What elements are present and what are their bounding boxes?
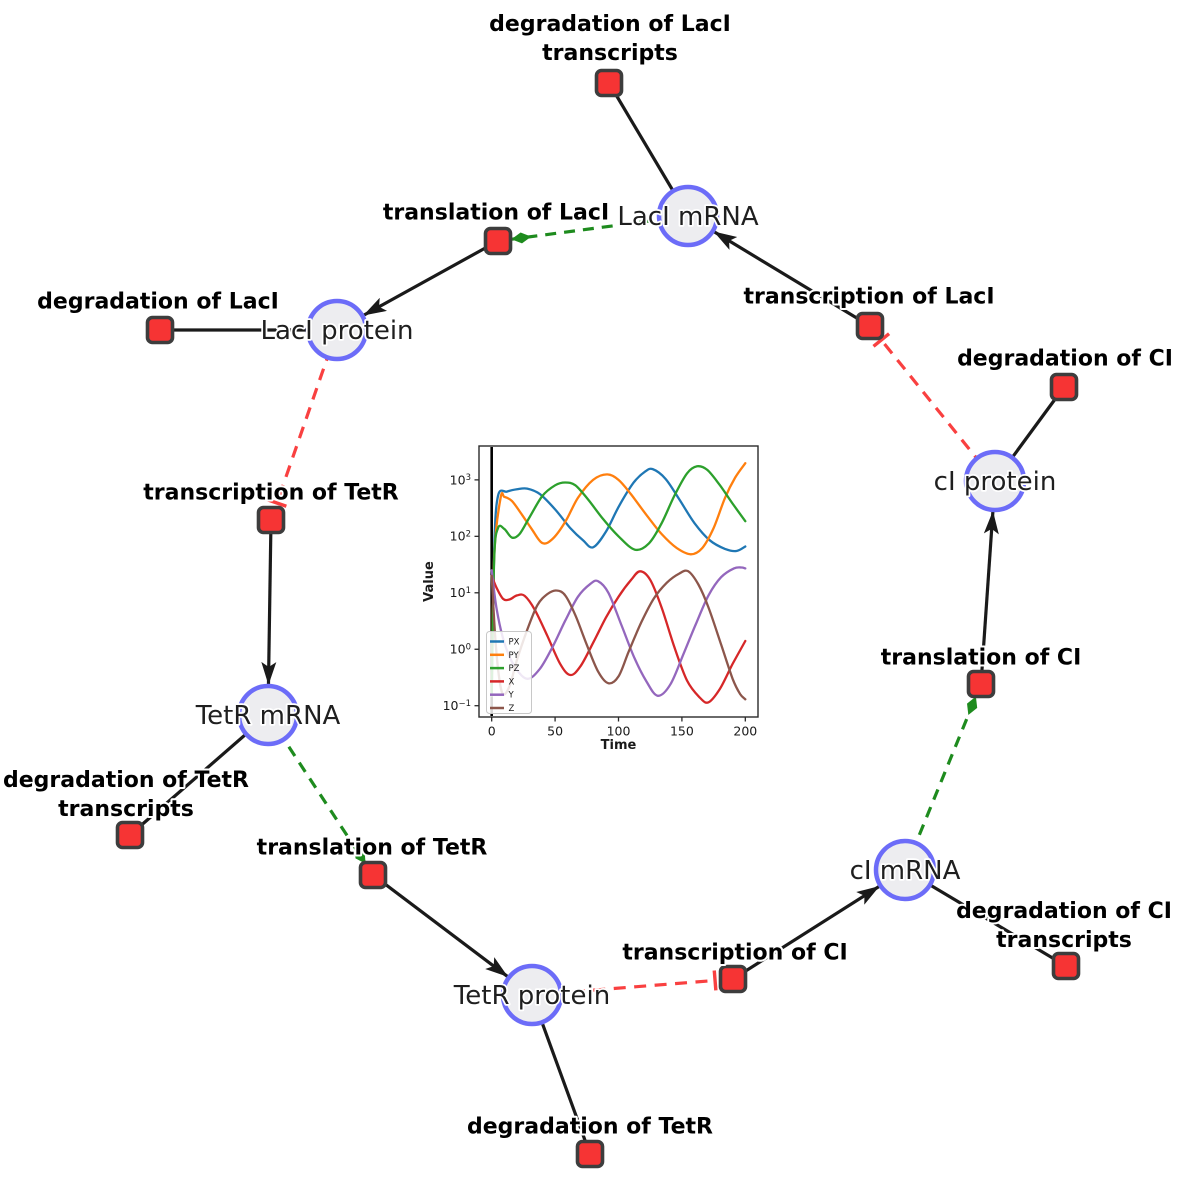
y-tick-exponent: −1 [458, 699, 471, 709]
y-tick-label: 10−1 [443, 698, 471, 713]
reaction-label-degradation-tetr: degradation of TetR [467, 1115, 713, 1140]
reaction-label-transcription-laci: transcription of LacI [743, 285, 994, 310]
y-tick-exponent: 1 [466, 586, 471, 596]
reaction-node-degradation-laci-transcripts [594, 68, 624, 98]
y-tick-base: 10 [450, 642, 466, 657]
species-node-ci-mrna [873, 838, 937, 902]
reaction-label-degradation-tetr-transcripts-line1: degradation of TetR [3, 768, 249, 793]
species-node-laci-protein [305, 298, 369, 362]
legend-entry-x: X [509, 677, 515, 687]
reaction-node-transcription-ci [718, 964, 748, 994]
series-line-x [490, 570, 747, 704]
reaction-label-degradation-laci: degradation of LacI [37, 290, 279, 315]
edge-production-transcription-tetr-to-tetr-mrna [261, 519, 277, 686]
edge-production-transcription-laci-to-laci-mrna [713, 230, 871, 328]
species-label-ci-protein: cI protein [934, 467, 1057, 497]
x-tick-label: 0 [488, 723, 496, 738]
legend-entry-px: PX [509, 637, 520, 647]
series-line-pz [490, 465, 747, 697]
reaction-node-translation-ci [966, 669, 996, 699]
y-tick-label: 100 [450, 642, 471, 657]
reaction-node-transcription-laci [855, 311, 885, 341]
reaction-node-degradation-laci [145, 315, 175, 345]
y-tick-base: 10 [450, 529, 466, 544]
x-tick-label: 50 [547, 723, 563, 738]
reaction-label-degradation-tetr-transcripts-line2: transcripts [58, 797, 194, 822]
y-tick-base: 10 [443, 698, 459, 713]
legend-entry-pz: PZ [509, 664, 520, 674]
reaction-label-degradation-ci: degradation of CI [957, 347, 1173, 372]
x-tick-label: 150 [670, 723, 694, 738]
value-axis-label: Value [422, 561, 437, 602]
reaction-label-translation-ci: translation of CI [881, 646, 1082, 671]
legend-box [486, 631, 532, 714]
species-node-tetr-protein [500, 963, 564, 1027]
edge-production-translation-ci-to-ci-protein [979, 510, 999, 685]
species-label-tetr-protein: TetR protein [453, 981, 610, 1011]
y-tick-label: 101 [450, 585, 471, 600]
inset-chart: 0 50 100 150 20010−1100101102103TimeValuePXP… [422, 445, 759, 753]
edge-modifier-ci-mrna-to-translation-ci [903, 696, 978, 871]
time-axis-label: Time [601, 738, 637, 753]
reaction-label-degradation-ci-transcripts-line1: degradation of CI [956, 899, 1172, 924]
edge-production-translation-laci-to-laci-protein [363, 239, 499, 317]
x-tick-label: 100 [607, 723, 631, 738]
reaction-node-degradation-tetr-transcripts [115, 820, 145, 850]
reaction-label-translation-tetr: translation of TetR [257, 836, 488, 861]
species-label-ci-mrna: cI mRNA [850, 856, 961, 886]
species-node-ci-protein [963, 449, 1027, 513]
series-line-py [490, 462, 747, 697]
species-node-tetr-mrna [236, 683, 300, 747]
edge-production-translation-tetr-to-tetr-protein [372, 873, 509, 978]
y-tick-label: 103 [450, 472, 471, 487]
reaction-label-degradation-laci-transcripts-line1: degradation of LacI [489, 12, 731, 37]
y-tick-label: 102 [450, 529, 471, 544]
edge-production-transcription-ci-to-ci-mrna [732, 885, 880, 981]
legend-entry-py: PY [509, 651, 520, 661]
reaction-label-translation-laci: translation of LacI [383, 201, 609, 226]
series-line-px [490, 467, 747, 697]
y-tick-base: 10 [450, 472, 466, 487]
species-label-laci-mrna: LacI mRNA [617, 202, 758, 232]
labels-layer: LacI mRNA LacI protein TetR mRNA TetR prote… [1, 10, 1175, 1141]
reaction-node-degradation-ci-transcripts [1051, 951, 1081, 981]
reaction-node-translation-tetr [358, 860, 388, 890]
reaction-label-transcription-ci: transcription of CI [622, 941, 847, 966]
species-node-laci-mrna [656, 184, 720, 248]
reaction-node-degradation-tetr [575, 1139, 605, 1169]
nodes-layer [115, 68, 1081, 1169]
species-label-laci-protein: LacI protein [260, 316, 413, 346]
reaction-label-degradation-ci-transcripts-line2: transcripts [996, 928, 1132, 953]
y-tick-exponent: 3 [466, 473, 471, 483]
y-tick-base: 10 [450, 585, 466, 600]
x-tick-label: 200 [733, 723, 757, 738]
legend-entry-z: Z [509, 704, 515, 714]
species-label-tetr-mrna: TetR mRNA [195, 701, 341, 731]
y-tick-exponent: 0 [466, 642, 471, 652]
reaction-node-translation-laci [483, 226, 513, 256]
legend-entry-y: Y [508, 691, 515, 701]
reaction-node-degradation-ci [1049, 372, 1079, 402]
reaction-label-transcription-tetr: transcription of TetR [143, 481, 399, 506]
reaction-node-transcription-tetr [256, 505, 286, 535]
reaction-label-degradation-laci-transcripts-line2: transcripts [542, 41, 678, 66]
y-tick-exponent: 2 [466, 529, 471, 539]
legend: PX PY PZ XYZ [486, 631, 532, 714]
